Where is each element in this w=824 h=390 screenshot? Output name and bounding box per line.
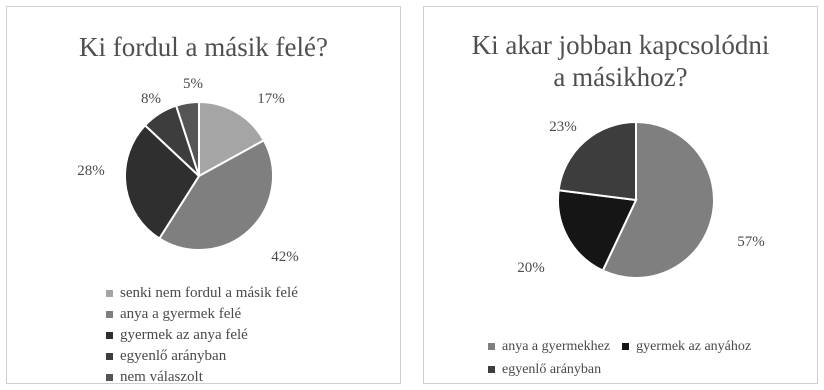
pie-slice-0 [198, 100, 266, 178]
pie-slice-2 [124, 123, 201, 240]
pie-slice-1 [157, 138, 274, 252]
legend-label: anya a gyermek felé [120, 306, 242, 322]
legend-item: gyermek az anyához [622, 335, 751, 358]
pie-chart: 17% 42% 28% 8% 5% [77, 76, 299, 265]
legend: anya a gyermekhez gyermek az anyához egyen… [488, 335, 818, 381]
legend-swatch [106, 374, 113, 381]
legend-item: egyenlő arányban [106, 346, 298, 367]
data-label: 8% [141, 91, 161, 107]
legend-swatch [488, 343, 495, 350]
chart-panel-right: Ki akar jobban kapcsolódni a másikhoz? 5… [423, 6, 818, 384]
legend-swatch [106, 311, 113, 318]
data-label: 28% [77, 163, 105, 179]
data-label: 5% [183, 76, 203, 92]
legend-item: senki nem fordul a másik felé [106, 283, 298, 304]
pie-slice-2 [557, 120, 637, 202]
pie-slice-1 [557, 189, 638, 272]
legend-label: nem válaszolt [120, 369, 203, 385]
data-label: 42% [271, 249, 299, 265]
legend-swatch [488, 366, 495, 373]
legend-swatch [106, 353, 113, 360]
legend: senki nem fordul a másik felé anya a gyer… [106, 283, 298, 388]
legend-item: nem válaszolt [106, 367, 298, 388]
chart-panel-left: Ki fordul a másik felé? 17% 42% 28% 8% 5% se… [6, 6, 401, 385]
chart-title: Ki fordul a másik felé? [79, 32, 328, 62]
legend-label: senki nem fordul a másik felé [120, 285, 298, 301]
legend-swatch [106, 290, 113, 297]
legend-label: anya a gyermekhez [502, 338, 611, 354]
pie-slice-0 [601, 120, 715, 279]
data-label: 17% [257, 91, 285, 107]
legend-item: egyenlő arányban [488, 358, 601, 381]
legend-label: egyenlő arányban [120, 348, 227, 364]
chart-title: Ki akar jobban kapcsolódni a másikhoz? [471, 30, 770, 92]
pie-slice-4 [174, 100, 200, 177]
legend-label: gyermek az anyához [636, 338, 752, 354]
data-label: 20% [517, 260, 545, 276]
legend-item: anya a gyermekhez [488, 335, 610, 358]
legend-swatch [622, 343, 630, 350]
legend-item: gyermek az anya felé [106, 325, 298, 346]
data-label: 57% [737, 234, 765, 250]
legend-label: gyermek az anya felé [120, 327, 248, 343]
legend-swatch [106, 332, 113, 339]
legend-item: anya a gyermek felé [106, 304, 298, 325]
data-label: 23% [549, 119, 577, 135]
legend-label: egyenlő arányban [502, 361, 602, 377]
pie-chart: 57% 20% 23% [517, 119, 765, 279]
